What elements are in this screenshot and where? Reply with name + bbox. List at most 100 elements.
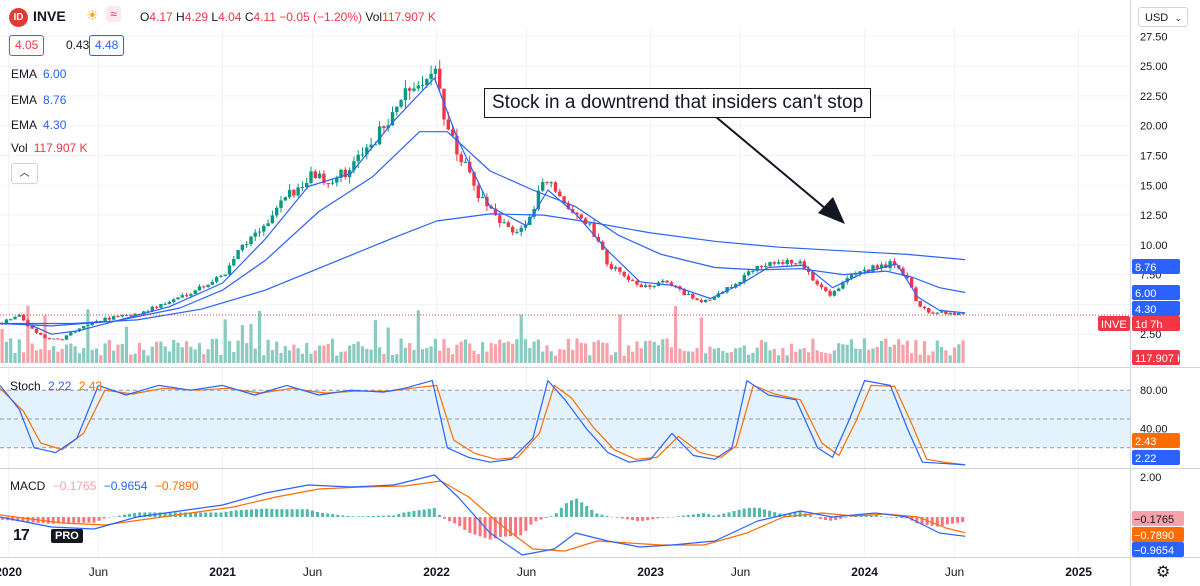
candle-body <box>352 161 356 171</box>
candle-body <box>343 169 347 178</box>
buy-price-button[interactable]: 4.48 <box>89 35 125 56</box>
volume-bar <box>330 338 335 363</box>
macd-histogram-bar <box>590 509 594 517</box>
legend-ema-3[interactable]: EMA 4.30 <box>11 118 66 132</box>
volume-bar <box>922 341 927 363</box>
volume-bar <box>828 353 832 363</box>
candle-body <box>635 280 639 285</box>
candle-body <box>476 185 480 199</box>
volume-bar <box>189 346 193 363</box>
macd-histogram-bar <box>102 517 106 519</box>
macd-histogram-bar <box>443 517 446 519</box>
macd-histogram-bar <box>387 515 391 517</box>
volume-bar <box>841 344 845 363</box>
volume-bar <box>52 346 56 363</box>
chart-annotation[interactable]: Stock in a downtrend that insiders can't… <box>484 88 872 118</box>
macd-histogram-bar <box>935 517 939 527</box>
candle-body <box>142 311 146 315</box>
volume-bar <box>185 341 189 363</box>
volume-bar <box>785 355 789 363</box>
volume-bar <box>292 344 296 363</box>
macd-histogram-bar <box>768 510 772 517</box>
macd-legend[interactable]: MACD −0.1765 −0.9654 −0.7890 <box>10 479 199 493</box>
candle-body <box>21 315 26 321</box>
macd-histogram-bar <box>575 498 579 517</box>
candle-body <box>609 264 613 269</box>
macd-histogram-bar <box>432 508 436 517</box>
candle-body <box>287 189 292 198</box>
macd-histogram-bar <box>255 509 258 517</box>
candle-body <box>480 196 485 199</box>
candle-body <box>626 276 631 280</box>
volume-bar <box>931 351 935 363</box>
candle-body <box>339 169 343 178</box>
time-tick-label: 2020 <box>0 565 22 579</box>
macd-histogram-bar <box>905 517 909 519</box>
stoch-d-value: 2.43 <box>78 379 103 393</box>
volume-bar <box>43 315 47 363</box>
volume-bar <box>86 309 90 363</box>
candle-body <box>905 275 909 278</box>
macd-histogram-bar <box>920 517 924 525</box>
chevron-up-icon[interactable]: ︿ <box>11 163 38 184</box>
macd-histogram-bar <box>82 517 86 523</box>
macd-histogram-bar <box>498 517 502 537</box>
candle-body <box>957 313 961 315</box>
open-value: 4.17 <box>149 10 173 24</box>
currency-selector[interactable]: USD ⌄ <box>1138 7 1188 27</box>
volume-bar <box>275 341 279 363</box>
macd-histogram-bar <box>829 517 833 521</box>
price-right-label-bg <box>1132 259 1180 274</box>
gear-icon[interactable]: ⚙ <box>1156 564 1171 581</box>
volume-bar <box>146 355 150 363</box>
ema-fast-line <box>0 77 966 335</box>
legend-ema-2[interactable]: EMA 8.76 <box>11 93 66 107</box>
stoch-right-label: 2.22 <box>1135 453 1156 465</box>
price-tick-label: 12.50 <box>1140 210 1168 222</box>
volume-bar <box>815 350 819 363</box>
macd-histogram-bar <box>727 512 731 517</box>
macd-histogram-bar <box>839 517 843 519</box>
legend-volume-name: Vol <box>11 141 28 155</box>
candle-body <box>309 171 313 183</box>
macd-histogram-bar <box>529 517 533 525</box>
symbol-name[interactable]: INVE <box>33 8 66 24</box>
volume-bar <box>382 353 386 363</box>
volume-bar <box>519 314 523 363</box>
macd-right-label-bg <box>1132 511 1184 526</box>
macd-histogram-bar <box>326 513 330 517</box>
candle-body <box>129 314 133 316</box>
volume-bar <box>438 350 442 363</box>
macd-histogram-bar <box>300 509 304 517</box>
stoch-legend[interactable]: Stoch 2.22 2.43 <box>10 379 102 393</box>
volume-bar <box>172 339 176 363</box>
candle-body <box>498 215 502 223</box>
candle-body <box>82 326 86 329</box>
macd-right-label-bg <box>1132 542 1184 557</box>
sell-price-button[interactable]: 4.05 <box>9 35 45 56</box>
volume-bar <box>26 305 30 363</box>
macd-histogram-bar <box>295 509 299 517</box>
macd-histogram-bar <box>417 510 421 517</box>
legend-ema-1[interactable]: EMA 6.00 <box>11 67 66 81</box>
volume-bar <box>618 314 622 363</box>
macd-histogram-bar <box>874 515 878 517</box>
macd-line <box>0 474 966 556</box>
macd-histogram-bar <box>412 510 416 517</box>
legend-volume[interactable]: Vol 117.907 K <box>11 141 88 155</box>
macd-histogram-bar <box>524 517 528 531</box>
volume-bar <box>163 346 167 363</box>
volume-bar <box>712 348 716 363</box>
ema-slow-line <box>0 213 966 325</box>
macd-histogram-bar <box>813 517 817 518</box>
macd-right-label: −0.7890 <box>1134 530 1174 542</box>
candle-body <box>17 315 21 317</box>
candle-body <box>819 284 824 288</box>
candle-body <box>390 112 395 126</box>
tradingview-logo[interactable]: 17 PRO <box>13 527 85 545</box>
volume-bar <box>180 347 184 363</box>
macd-histogram-bar <box>519 517 523 536</box>
candle-body <box>223 274 227 276</box>
candle-body <box>605 249 609 265</box>
